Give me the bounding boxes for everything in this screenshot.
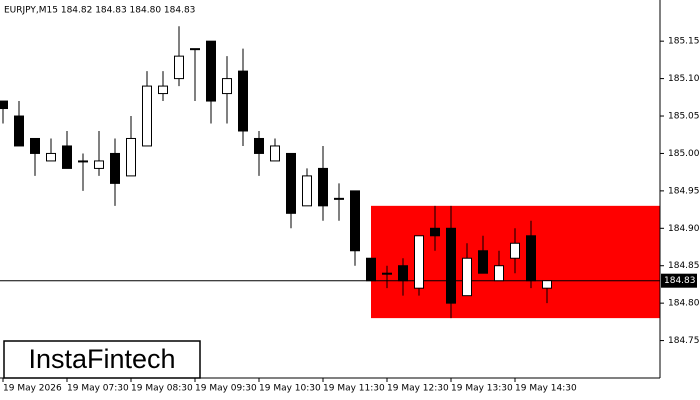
x-tick-label: 19 May 13:30 <box>451 384 513 394</box>
candle <box>46 138 56 162</box>
candle-body <box>142 85 152 147</box>
x-tick-label: 19 May 07:30 <box>67 384 129 394</box>
candle <box>174 26 184 87</box>
candle <box>142 71 152 147</box>
candle-body <box>46 152 56 162</box>
y-tick-label: 185.05 <box>668 112 700 122</box>
candle-body <box>222 78 232 95</box>
candle-body <box>462 257 472 297</box>
candle <box>94 130 104 176</box>
candle-body <box>286 152 296 214</box>
candle <box>414 235 424 296</box>
candle <box>382 265 392 289</box>
candle-body <box>158 85 168 95</box>
candle-body <box>510 242 520 259</box>
candle <box>302 168 312 207</box>
candle <box>430 205 440 251</box>
candle <box>446 205 456 319</box>
y-tick-label: 185.15 <box>668 37 700 47</box>
candle-body <box>350 190 360 252</box>
candle-body <box>430 227 440 237</box>
candle-body <box>126 137 136 177</box>
candle-body <box>478 250 488 274</box>
candle-body <box>206 40 216 102</box>
y-tick-label: 185.00 <box>668 149 700 159</box>
candle <box>318 145 328 221</box>
candle-body <box>414 235 424 289</box>
candle <box>158 71 168 102</box>
candle-body <box>78 160 88 163</box>
price-label: 184.83 <box>664 276 696 286</box>
candle <box>510 228 520 274</box>
candle <box>334 183 344 221</box>
x-tick-label: 19 May 14:30 <box>515 384 577 394</box>
candle-body <box>30 137 40 154</box>
candle <box>526 220 536 289</box>
candle-body <box>382 272 392 275</box>
logo-box <box>3 340 201 379</box>
x-tick-label: 19 May 08:30 <box>131 384 193 394</box>
x-tick-label: 19 May 12:30 <box>387 384 449 394</box>
candle-body <box>190 48 200 51</box>
candle <box>478 235 488 274</box>
candle <box>270 138 280 162</box>
candle <box>398 258 408 296</box>
candle-body <box>318 167 328 207</box>
y-tick-label: 185.10 <box>668 74 700 84</box>
candle-body <box>366 257 376 282</box>
candle <box>126 116 136 177</box>
candle-body <box>334 197 344 200</box>
candle-body <box>0 100 8 110</box>
candle-body <box>14 115 24 147</box>
candle-body <box>398 265 408 282</box>
y-tick-label: 184.80 <box>668 299 700 309</box>
candle <box>110 138 120 206</box>
candle-body <box>254 137 264 154</box>
candle <box>30 137 40 176</box>
x-tick-label: 19 May 2026 <box>3 384 62 394</box>
candle-body <box>238 70 248 132</box>
candle <box>462 243 472 297</box>
chart-title: EURJPY,M15 184.82 184.83 184.80 184.83 <box>4 6 195 16</box>
y-tick-label: 184.85 <box>668 261 700 271</box>
candle <box>222 56 232 124</box>
candle <box>78 153 88 191</box>
candle-body <box>62 145 72 169</box>
y-tick-label: 184.90 <box>668 224 700 234</box>
x-tick-label: 19 May 10:30 <box>259 384 321 394</box>
candle <box>190 48 200 102</box>
candle-body <box>494 265 504 282</box>
candle <box>366 257 376 282</box>
candle <box>62 130 72 169</box>
candle-body <box>446 227 456 304</box>
candle-body <box>302 175 312 207</box>
candle-body <box>526 235 536 282</box>
plot-area <box>0 26 660 319</box>
y-tick-label: 184.75 <box>668 336 700 346</box>
price-label-box <box>661 273 697 288</box>
candle-body <box>270 145 280 162</box>
candle <box>238 48 248 146</box>
logo: InstaFintech <box>28 344 175 374</box>
candle <box>206 40 216 124</box>
candle-body <box>94 160 104 169</box>
x-tick-label: 19 May 09:30 <box>195 384 257 394</box>
candle <box>254 130 264 176</box>
candle <box>0 100 8 124</box>
candle <box>286 152 296 229</box>
candle <box>494 250 504 282</box>
candle <box>350 190 360 266</box>
candle <box>14 101 24 147</box>
x-tick-label: 19 May 11:30 <box>323 384 385 394</box>
candle <box>542 280 552 304</box>
candle-body <box>174 55 184 80</box>
y-tick-label: 184.95 <box>668 186 700 196</box>
candle-body <box>110 152 120 184</box>
candle-body <box>542 280 552 289</box>
